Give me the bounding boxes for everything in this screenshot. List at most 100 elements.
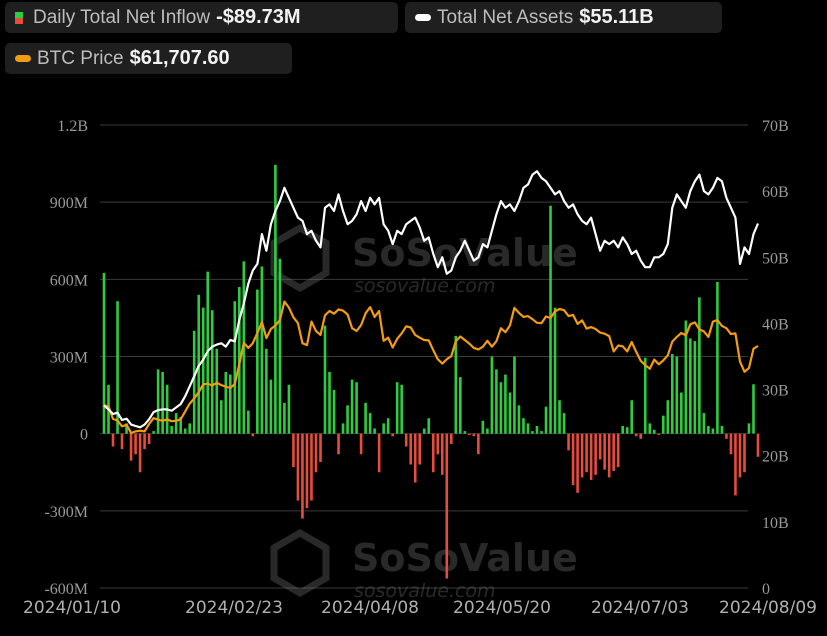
inflow-bar — [454, 335, 458, 434]
left-tick-label: 0 — [80, 427, 88, 444]
inflow-bar — [422, 428, 426, 434]
inflow-bar — [147, 433, 151, 444]
inflow-bar — [747, 423, 751, 434]
inflow-bar — [427, 418, 431, 434]
inflow-bar — [445, 433, 449, 579]
legend-assets-label: Total Net Assets — [437, 6, 574, 28]
right-tick-label: 0 — [762, 581, 770, 598]
inflow-bar — [549, 205, 552, 434]
x-tick-label: 2024/07/03 — [591, 598, 689, 618]
inflow-bar — [120, 433, 124, 450]
left-tick-label: -300M — [44, 504, 88, 521]
inflow-bar — [752, 384, 755, 434]
right-tick-label: 30B — [762, 383, 789, 400]
inflow-bar — [373, 428, 376, 434]
inflow-bar — [355, 382, 358, 434]
inflow-bar — [143, 433, 146, 450]
inflow-bar — [337, 433, 340, 455]
legend-inflow[interactable]: Daily Total Net Inflow -$89.73M — [5, 2, 398, 33]
inflow-bar — [409, 433, 413, 465]
inflow-bar — [643, 357, 647, 434]
inflow-bar — [553, 307, 557, 434]
inflow-bar — [716, 281, 719, 434]
inflow-bar — [283, 402, 286, 434]
inflow-bar — [612, 433, 615, 471]
inflow-bar — [156, 369, 160, 434]
inflow-bar — [404, 433, 408, 447]
x-tick-label: 2024/02/23 — [185, 598, 283, 618]
inflow-bar — [224, 371, 228, 434]
inflow-bar — [301, 433, 304, 519]
inflow-bar — [287, 384, 291, 434]
x-tick-label: 2024/05/20 — [453, 598, 551, 618]
inflow-bar — [296, 433, 300, 501]
inflow-bar — [125, 423, 128, 434]
inflow-bar — [436, 433, 440, 455]
inflow-bar — [526, 423, 530, 434]
inflow-bar — [364, 402, 367, 434]
inflow-bar — [228, 374, 232, 434]
inflow-bar — [531, 431, 534, 434]
inflow-bar — [576, 433, 579, 493]
watermark-brand: SoSoValue — [352, 536, 578, 580]
inflow-bar — [215, 348, 219, 434]
inflow-bar — [310, 433, 313, 501]
inflow-bar — [332, 389, 336, 434]
inflow-bar — [440, 433, 444, 475]
inflow-bar — [652, 429, 656, 434]
inflow-bar — [278, 258, 282, 434]
inflow-bar — [711, 428, 715, 434]
inflow-bar — [260, 266, 264, 434]
inflow-bar — [179, 416, 182, 434]
inflow-bar — [174, 413, 178, 434]
left-tick-label: 900M — [50, 195, 88, 212]
inflow-bar — [477, 433, 480, 455]
right-tick-label: 70B — [762, 118, 789, 135]
inflow-bar — [720, 425, 724, 434]
inflow-bar — [247, 410, 250, 434]
inflow-bar — [756, 433, 760, 457]
inflow-bar — [648, 423, 652, 434]
inflow-bar — [657, 433, 661, 435]
total-net-assets-line — [103, 170, 760, 429]
legend-assets[interactable]: Total Net Assets $55.11B — [405, 2, 722, 33]
inflow-bar — [319, 433, 322, 462]
inflow-bar — [616, 433, 620, 468]
right-tick-label: 40B — [762, 316, 789, 333]
inflow-bar — [386, 418, 390, 434]
inflow-swatch-icon — [15, 11, 23, 24]
legend-inflow-value: -$89.73M — [216, 6, 301, 28]
inflow-bar — [346, 405, 349, 434]
inflow-bar — [702, 413, 706, 434]
inflow-bar — [102, 272, 106, 434]
x-tick-label: 2024/01/10 — [23, 598, 121, 618]
left-tick-label: -600M — [44, 581, 88, 598]
inflow-bar — [607, 433, 611, 478]
inflow-bar — [684, 320, 688, 434]
inflow-bar — [251, 433, 255, 437]
x-tick-label: 2024/04/08 — [321, 598, 419, 618]
inflow-bar — [183, 428, 187, 434]
inflow-bar — [305, 433, 309, 509]
right-tick-label: 10B — [762, 515, 789, 532]
inflow-bar — [323, 325, 327, 434]
inflow-bar — [395, 382, 399, 434]
inflow-bar — [256, 289, 259, 434]
inflow-bar — [693, 341, 697, 434]
inflow-bar — [589, 433, 593, 480]
inflow-bar — [152, 431, 155, 434]
inflow-bar — [201, 307, 205, 434]
legend-inflow-label: Daily Total Net Inflow — [33, 6, 211, 28]
inflow-bar — [621, 425, 624, 434]
inflow-bar — [535, 425, 539, 434]
inflow-bar — [580, 433, 584, 478]
legend-btc[interactable]: BTC Price $61,707.60 — [5, 43, 292, 74]
inflow-bar — [513, 356, 516, 434]
inflow-bar — [368, 413, 372, 434]
inflow-bar — [449, 433, 453, 444]
inflow-bar — [594, 433, 597, 475]
inflow-bar — [522, 418, 525, 434]
inflow-bar — [314, 433, 318, 473]
